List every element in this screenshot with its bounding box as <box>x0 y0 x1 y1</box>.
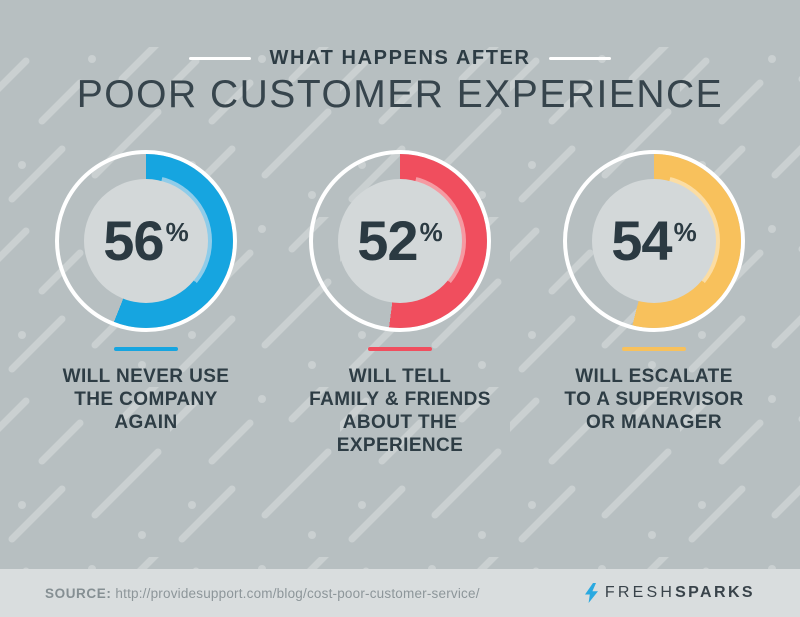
caption-line: ABOUT THE <box>342 412 458 434</box>
header-kicker-row: WHAT HAPPENS AFTER <box>0 47 800 70</box>
percent-sign: % <box>419 217 443 248</box>
gauge-column-escalate: 54 % WILL ESCALATE TO A SUPERVISOR OR MA… <box>539 149 769 458</box>
caption-line: WILL NEVER USE <box>62 365 230 387</box>
kicker-text: WHAT HAPPENS AFTER <box>269 47 531 69</box>
gauge-caption: WILL ESCALATE TO A SUPERVISOR OR MANAGER <box>564 365 743 435</box>
donut-inner-disc: 56 % <box>84 178 208 303</box>
caption-line: EXPERIENCE <box>336 435 464 457</box>
caption-line: TO A SUPERVISOR <box>564 389 744 411</box>
caption-line: FAMILY & FRIENDS <box>309 389 491 411</box>
source-attribution: SOURCE: http://providesupport.com/blog/c… <box>45 586 480 601</box>
donut-chart-row: 56 % WILL NEVER USE THE COMPANY AGAIN 52 <box>0 149 800 458</box>
caption-accent-line <box>368 346 432 351</box>
gauge-number: 56 <box>103 209 164 273</box>
percent-sign: % <box>165 217 189 248</box>
source-url-link[interactable]: http://providesupport.com/blog/cost-poor… <box>115 585 480 601</box>
brand-name: FRESHSPARKS <box>605 584 755 602</box>
gauge-value: 56 % <box>103 209 189 273</box>
donut-gauge: 54 % <box>563 149 745 332</box>
caption-accent-line <box>622 346 686 351</box>
brand-name-light: FRESH <box>604 584 676 601</box>
donut-inner-disc: 54 % <box>592 178 716 303</box>
footer-bar: SOURCE: http://providesupport.com/blog/c… <box>0 569 800 617</box>
brand-name-bold: SPARKS <box>675 584 755 601</box>
page-title: POOR CUSTOMER EXPERIENCE <box>76 73 724 116</box>
gauge-number: 54 <box>611 209 672 273</box>
donut-gauge: 52 % <box>309 149 491 332</box>
lightning-bolt-icon <box>584 583 598 603</box>
gauge-caption: WILL TELL FAMILY & FRIENDS ABOUT THE EXP… <box>309 365 491 458</box>
gauge-column-tell-family: 52 % WILL TELL FAMILY & FRIENDS ABOUT TH… <box>285 149 515 458</box>
caption-line: THE COMPANY <box>74 389 218 411</box>
donut-gauge: 56 % <box>55 149 237 332</box>
caption-line: OR MANAGER <box>586 412 722 434</box>
caption-line: WILL ESCALATE <box>575 365 733 387</box>
caption-line: WILL TELL <box>348 365 452 387</box>
freshsparks-logo: FRESHSPARKS <box>584 583 755 603</box>
infographic: WHAT HAPPENS AFTER POOR CUSTOMER EXPERIE… <box>0 47 800 458</box>
caption-accent-line <box>114 346 178 351</box>
donut-inner-disc: 52 % <box>338 178 462 303</box>
gauge-value: 52 % <box>357 209 443 273</box>
gauge-value: 54 % <box>611 209 697 273</box>
kicker-left-line <box>189 57 252 60</box>
gauge-column-never-use: 56 % WILL NEVER USE THE COMPANY AGAIN <box>31 149 261 458</box>
gauge-number: 52 <box>357 209 418 273</box>
percent-sign: % <box>673 217 697 248</box>
kicker-right-line <box>548 57 611 60</box>
gauge-caption: WILL NEVER USE THE COMPANY AGAIN <box>63 365 230 435</box>
source-label: SOURCE: <box>45 585 112 601</box>
caption-line: AGAIN <box>114 412 178 434</box>
